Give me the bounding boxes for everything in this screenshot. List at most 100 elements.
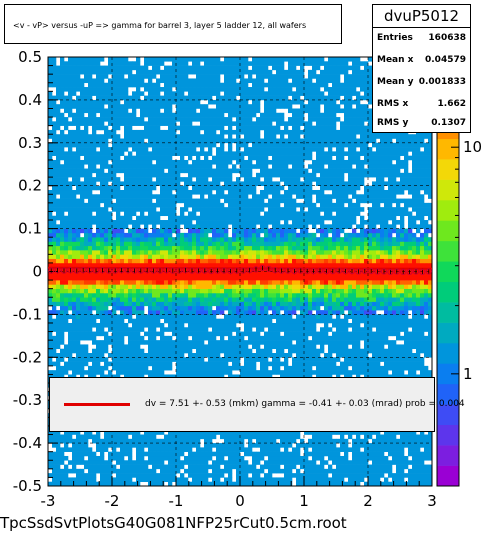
heat-cell	[400, 430, 405, 435]
heat-cell	[332, 297, 337, 302]
heat-cell	[228, 275, 233, 281]
heat-cell	[360, 361, 365, 367]
heat-cell	[320, 258, 325, 264]
heat-cell	[140, 250, 145, 255]
heat-cell	[108, 481, 113, 487]
heat-cell	[408, 481, 413, 487]
heat-cell	[216, 271, 221, 277]
heat-cell	[356, 305, 361, 311]
heat-cell	[288, 365, 293, 371]
heat-cell	[132, 434, 137, 440]
heat-cell	[92, 237, 97, 242]
heat-cell	[136, 434, 141, 440]
heat-cell	[284, 250, 289, 255]
heat-cell	[280, 460, 285, 465]
heat-cell	[372, 250, 377, 255]
heat-cell	[244, 365, 249, 371]
heat-cell	[160, 310, 165, 315]
heat-cell	[360, 241, 365, 247]
heat-cell	[76, 344, 81, 350]
heat-cell	[136, 262, 141, 268]
heat-cell	[164, 455, 169, 461]
heat-cell	[220, 284, 225, 289]
heat-cell	[308, 327, 313, 332]
heat-cell	[188, 280, 193, 285]
heat-cell	[172, 301, 177, 307]
heat-cell	[208, 340, 213, 345]
heat-cell	[172, 477, 177, 483]
heat-cell	[348, 241, 353, 247]
heat-cell	[224, 331, 229, 337]
heat-cell	[204, 374, 209, 380]
heat-cell	[360, 301, 365, 307]
heat-cell	[140, 258, 145, 264]
heat-cell	[392, 310, 397, 315]
heat-cell	[48, 327, 53, 332]
heat-cell	[292, 288, 297, 294]
heat-cell	[208, 443, 213, 448]
heat-cell	[236, 357, 241, 362]
heat-cell	[220, 443, 225, 448]
heat-cell	[428, 473, 433, 478]
heat-cell	[96, 370, 101, 375]
heat-cell	[92, 335, 97, 341]
heat-cell	[64, 310, 69, 315]
heat-cell	[328, 374, 333, 380]
heat-cell	[256, 460, 261, 465]
heat-cell	[120, 250, 125, 255]
heat-cell	[216, 254, 221, 259]
heat-cell	[372, 438, 377, 444]
heat-cell	[412, 280, 417, 285]
heat-cell	[216, 477, 221, 483]
heat-cell	[256, 322, 261, 328]
heat-cell	[116, 434, 121, 440]
heat-cell	[204, 365, 209, 371]
heat-cell	[144, 357, 149, 362]
heat-cell	[52, 267, 57, 272]
heat-cell	[160, 344, 165, 350]
heat-cell	[64, 292, 69, 298]
heat-cell	[316, 370, 321, 375]
heat-cell	[348, 473, 353, 478]
heat-cell	[340, 473, 345, 478]
heat-cell	[144, 267, 149, 272]
heat-cell	[100, 473, 105, 478]
heat-cell	[308, 280, 313, 285]
heat-cell	[276, 310, 281, 315]
heat-cell	[396, 262, 401, 268]
heat-cell	[424, 262, 429, 268]
heat-cell	[192, 344, 197, 350]
heat-cell	[336, 284, 341, 289]
heat-cell	[320, 301, 325, 307]
heat-cell	[52, 370, 57, 375]
heat-cell	[100, 455, 105, 461]
heat-cell	[120, 305, 125, 311]
heat-cell	[232, 327, 237, 332]
heat-cell	[72, 322, 77, 328]
heat-cell	[356, 468, 361, 474]
heat-cell	[296, 280, 301, 285]
heat-cell	[132, 357, 137, 362]
heat-cell	[216, 340, 221, 345]
heat-cell	[412, 305, 417, 311]
heat-cell	[132, 327, 137, 332]
heat-cell	[388, 447, 393, 452]
heat-cell	[364, 327, 369, 332]
heat-cell	[188, 292, 193, 298]
heat-cell	[408, 288, 413, 294]
heat-cell	[84, 353, 89, 358]
heat-cell	[392, 250, 397, 255]
heat-cell	[428, 301, 433, 307]
heat-cell	[52, 297, 57, 302]
heat-cell	[316, 267, 321, 272]
heat-cell	[228, 344, 233, 350]
heat-cell	[368, 455, 373, 461]
heat-cell	[92, 374, 97, 380]
heat-cell	[160, 288, 165, 294]
heat-cell	[176, 305, 181, 311]
heat-cell	[212, 430, 217, 435]
heat-cell	[296, 288, 301, 294]
heat-cell	[420, 370, 425, 375]
heat-cell	[140, 284, 145, 289]
heat-cell	[320, 297, 325, 302]
